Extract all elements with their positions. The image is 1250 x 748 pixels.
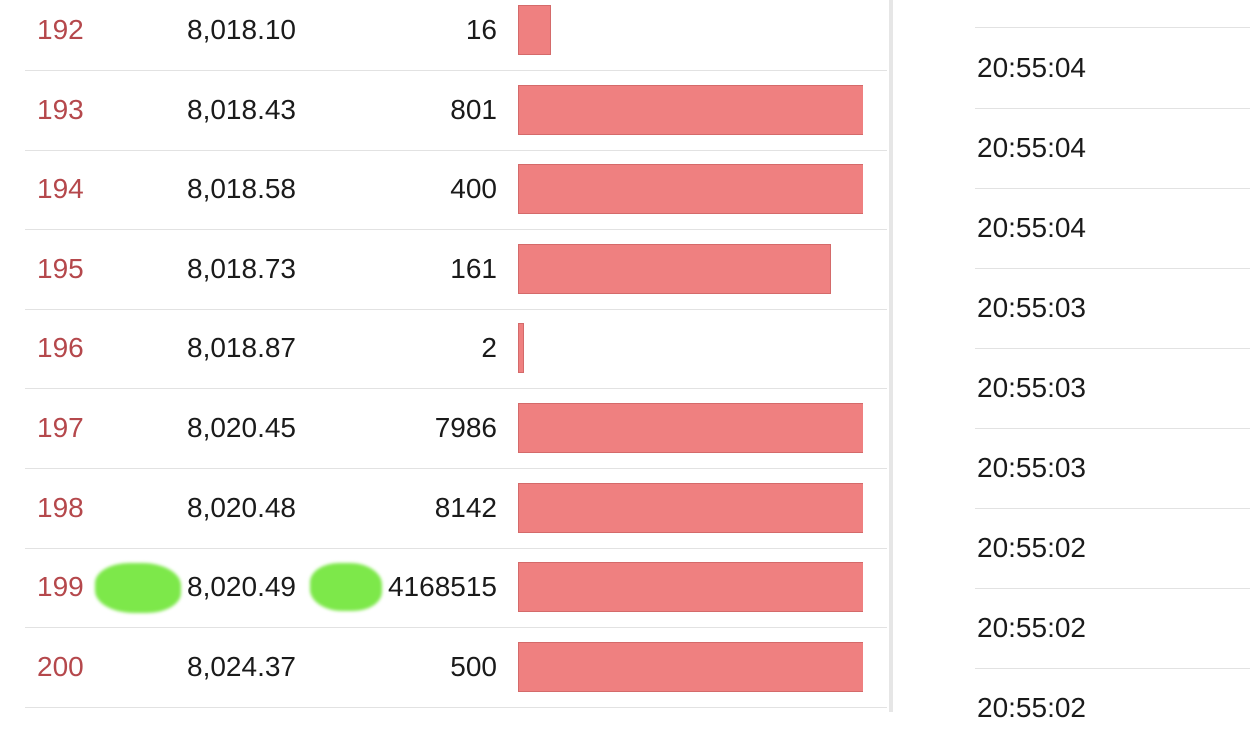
size-bar bbox=[518, 5, 551, 55]
size-bar bbox=[518, 243, 831, 294]
bar-track bbox=[518, 482, 863, 533]
price: 8,020.49 bbox=[187, 571, 296, 603]
row-separator bbox=[25, 706, 887, 708]
time: 20:55:03 bbox=[977, 372, 1086, 403]
size: 8142 bbox=[434, 491, 497, 523]
size-bar bbox=[518, 562, 863, 613]
size: 161 bbox=[450, 252, 497, 284]
time-separator bbox=[975, 27, 1250, 28]
price: 8,020.45 bbox=[187, 412, 296, 443]
size-bar bbox=[518, 482, 863, 533]
size-bar bbox=[518, 323, 524, 374]
time-separator bbox=[975, 428, 1250, 429]
time-separator bbox=[975, 588, 1250, 589]
price: 8,018.43 bbox=[187, 93, 296, 125]
time-separator bbox=[975, 188, 1250, 189]
row-index: 194 bbox=[37, 173, 84, 205]
time: 20:55:04 bbox=[977, 212, 1086, 243]
bar-track bbox=[518, 403, 863, 453]
size: 500 bbox=[450, 650, 497, 682]
price: 8,024.37 bbox=[187, 650, 296, 682]
time: 20:55:04 bbox=[977, 132, 1086, 163]
time-separator bbox=[975, 108, 1250, 109]
row-index: 196 bbox=[37, 332, 84, 364]
row-index: 199 bbox=[37, 571, 84, 603]
row-separator bbox=[25, 627, 887, 629]
row-separator bbox=[25, 308, 887, 310]
size: 16 bbox=[465, 14, 497, 45]
row-separator bbox=[25, 149, 887, 151]
row-index: 192 bbox=[37, 14, 84, 45]
price: 8,018.87 bbox=[187, 332, 296, 364]
bar-track bbox=[518, 562, 863, 613]
time-separator bbox=[975, 508, 1250, 509]
size: 7986 bbox=[434, 412, 497, 443]
price: 8,018.73 bbox=[187, 252, 296, 284]
redaction bbox=[95, 563, 181, 614]
time: 20:55:03 bbox=[977, 452, 1086, 483]
size: 801 bbox=[450, 93, 497, 125]
redaction bbox=[310, 563, 382, 612]
row-separator bbox=[25, 547, 887, 549]
row-index: 200 bbox=[37, 650, 84, 682]
price: 8,020.48 bbox=[187, 491, 296, 523]
row-index: 193 bbox=[37, 93, 84, 125]
time-separator bbox=[975, 348, 1250, 349]
time: 20:55:03 bbox=[977, 292, 1086, 323]
row-separator bbox=[25, 229, 887, 231]
row-separator bbox=[25, 388, 887, 390]
time-separator bbox=[975, 668, 1250, 669]
size-bar bbox=[518, 403, 863, 453]
row-separator bbox=[25, 468, 887, 469]
row-index: 198 bbox=[37, 491, 84, 523]
time: 20:55:02 bbox=[977, 532, 1086, 563]
bar-track bbox=[518, 641, 863, 692]
panel-border bbox=[889, 0, 893, 712]
bar-track bbox=[518, 84, 863, 135]
time: 20:55:02 bbox=[977, 612, 1086, 643]
row-separator bbox=[25, 70, 887, 71]
size: 2 bbox=[481, 332, 497, 364]
size: 400 bbox=[450, 173, 497, 205]
size: 4168515 bbox=[387, 571, 497, 603]
bar-track bbox=[518, 164, 863, 215]
price: 8,018.10 bbox=[187, 14, 296, 45]
bar-track bbox=[518, 243, 863, 294]
price: 8,018.58 bbox=[187, 173, 296, 205]
row-index: 197 bbox=[37, 412, 84, 443]
time: 20:55:04 bbox=[977, 52, 1086, 83]
time: 20:55:02 bbox=[977, 692, 1086, 723]
size-bar bbox=[518, 641, 863, 692]
time-separator bbox=[975, 268, 1250, 269]
row-index: 195 bbox=[37, 252, 84, 284]
bar-track bbox=[518, 323, 863, 374]
bar-track bbox=[518, 5, 863, 55]
size-bar bbox=[518, 164, 863, 215]
size-bar bbox=[518, 84, 863, 135]
